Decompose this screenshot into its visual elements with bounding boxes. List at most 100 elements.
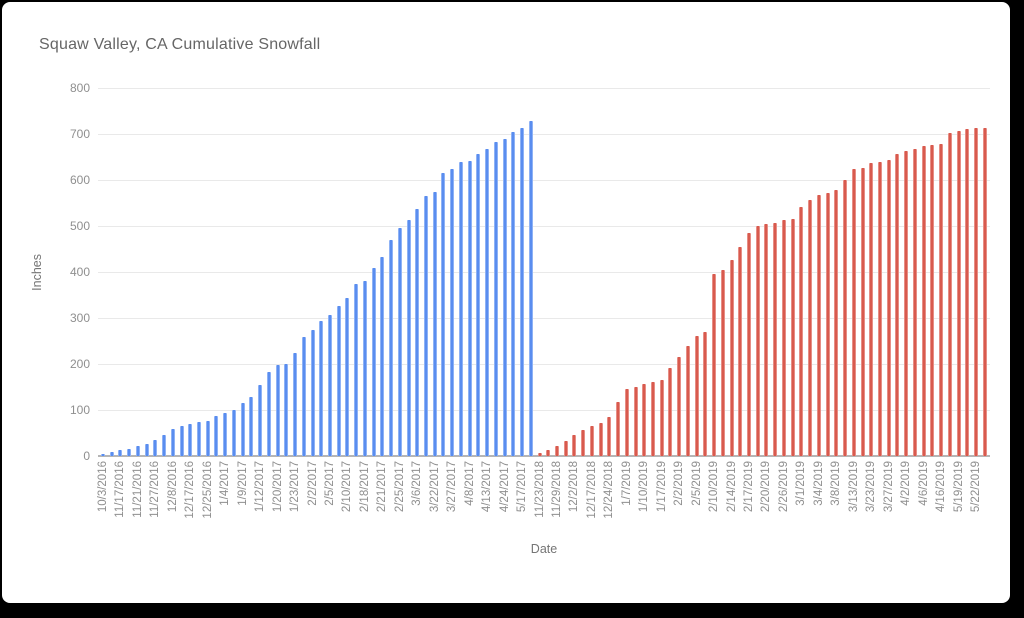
bar-season1[interactable] xyxy=(441,172,446,456)
bar-season1[interactable] xyxy=(223,412,228,456)
bar-season2[interactable] xyxy=(851,169,856,456)
bar-season2[interactable] xyxy=(729,259,734,456)
bar-season1[interactable] xyxy=(336,306,341,456)
bar-season1[interactable] xyxy=(493,141,498,456)
bar-season1[interactable] xyxy=(179,425,184,456)
bar-season2[interactable] xyxy=(895,154,900,456)
bar-season1[interactable] xyxy=(275,365,280,456)
bar-season1[interactable] xyxy=(144,443,149,456)
bar-season1[interactable] xyxy=(345,297,350,456)
bar-season2[interactable] xyxy=(982,127,987,456)
bar-season1[interactable] xyxy=(511,132,516,456)
bar-season1[interactable] xyxy=(118,450,123,456)
bar-season2[interactable] xyxy=(825,192,830,456)
bar-season1[interactable] xyxy=(371,267,376,456)
bar-season2[interactable] xyxy=(720,270,725,456)
bar-season1[interactable] xyxy=(380,256,385,456)
bar-season1[interactable] xyxy=(266,371,271,456)
bar-season1[interactable] xyxy=(432,191,437,456)
bar-season1[interactable] xyxy=(284,364,289,456)
bar-season2[interactable] xyxy=(947,133,952,456)
bar-season1[interactable] xyxy=(101,453,105,456)
bar-season1[interactable] xyxy=(362,281,367,456)
bar-season1[interactable] xyxy=(485,148,490,456)
bar-season2[interactable] xyxy=(537,452,542,456)
bar-season1[interactable] xyxy=(135,446,140,456)
bar-season2[interactable] xyxy=(764,223,769,456)
bar-season2[interactable] xyxy=(965,129,970,456)
bar-season1[interactable] xyxy=(397,227,402,456)
bar-season1[interactable] xyxy=(327,315,332,456)
bar-season1[interactable] xyxy=(249,397,254,456)
bar-season1[interactable] xyxy=(293,352,298,456)
bar-season2[interactable] xyxy=(598,422,603,456)
bar-season2[interactable] xyxy=(843,180,848,456)
bar-season1[interactable] xyxy=(301,336,306,456)
bar-season2[interactable] xyxy=(773,222,778,456)
bar-season1[interactable] xyxy=(450,169,455,456)
bar-season1[interactable] xyxy=(162,434,167,456)
bar-season2[interactable] xyxy=(677,357,682,456)
bar-season2[interactable] xyxy=(790,218,795,456)
bar-season1[interactable] xyxy=(467,161,472,456)
bar-season1[interactable] xyxy=(205,421,210,456)
bar-season1[interactable] xyxy=(520,127,525,456)
bar-season2[interactable] xyxy=(572,434,577,456)
bar-season2[interactable] xyxy=(799,207,804,456)
bar-season1[interactable] xyxy=(310,330,315,456)
bar-season2[interactable] xyxy=(939,144,944,456)
bar-season2[interactable] xyxy=(834,190,839,456)
bar-season1[interactable] xyxy=(109,451,114,456)
bar-season2[interactable] xyxy=(886,159,891,456)
bar-season2[interactable] xyxy=(616,402,621,456)
bar-season1[interactable] xyxy=(188,423,193,456)
bar-season2[interactable] xyxy=(650,381,655,456)
bar-season1[interactable] xyxy=(458,162,463,456)
bar-season1[interactable] xyxy=(424,196,428,456)
bar-season1[interactable] xyxy=(197,422,202,456)
bar-season2[interactable] xyxy=(685,345,690,456)
bar-season2[interactable] xyxy=(904,151,909,456)
bar-season1[interactable] xyxy=(231,410,236,456)
bar-season2[interactable] xyxy=(755,226,760,456)
bar-season2[interactable] xyxy=(747,232,752,456)
bar-season2[interactable] xyxy=(607,417,612,456)
bar-season1[interactable] xyxy=(127,448,132,456)
bar-season2[interactable] xyxy=(808,200,813,456)
bar-season2[interactable] xyxy=(869,163,874,456)
bar-season2[interactable] xyxy=(781,220,786,456)
bar-season2[interactable] xyxy=(860,167,865,456)
bar-season2[interactable] xyxy=(930,145,935,456)
bar-season1[interactable] xyxy=(354,284,359,456)
bar-season2[interactable] xyxy=(642,383,647,456)
bar-season2[interactable] xyxy=(554,445,559,456)
bar-season2[interactable] xyxy=(974,128,978,456)
bar-season1[interactable] xyxy=(502,138,507,456)
bar-season1[interactable] xyxy=(476,154,481,456)
bar-season2[interactable] xyxy=(816,194,821,456)
bar-season2[interactable] xyxy=(956,131,961,456)
bar-season2[interactable] xyxy=(694,336,699,456)
bar-season2[interactable] xyxy=(624,388,629,456)
bar-season1[interactable] xyxy=(214,416,219,456)
bar-season2[interactable] xyxy=(659,379,664,456)
bar-season2[interactable] xyxy=(712,274,717,456)
bar-season2[interactable] xyxy=(633,387,638,456)
bar-season2[interactable] xyxy=(589,426,594,456)
bar-season1[interactable] xyxy=(258,384,263,456)
bar-season2[interactable] xyxy=(703,331,708,456)
bar-season2[interactable] xyxy=(581,430,586,456)
bar-season2[interactable] xyxy=(738,246,743,456)
bar-season2[interactable] xyxy=(877,162,882,456)
bar-season1[interactable] xyxy=(528,121,533,456)
bar-season2[interactable] xyxy=(546,449,551,456)
bar-season1[interactable] xyxy=(406,220,411,456)
bar-season1[interactable] xyxy=(389,240,394,456)
bar-season1[interactable] xyxy=(240,402,245,456)
bar-season1[interactable] xyxy=(170,429,175,456)
bar-season1[interactable] xyxy=(319,321,324,456)
bar-season2[interactable] xyxy=(563,440,568,456)
bar-season1[interactable] xyxy=(415,209,420,456)
bar-season2[interactable] xyxy=(921,146,926,456)
bar-season2[interactable] xyxy=(912,148,917,456)
